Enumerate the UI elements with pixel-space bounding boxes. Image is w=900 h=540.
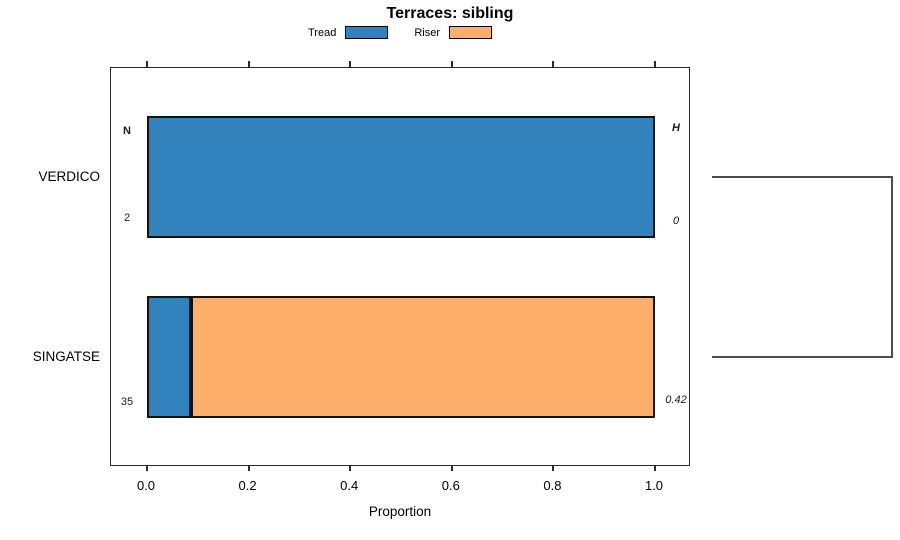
x-tick-mark (654, 465, 656, 471)
stat-value-verdico: 0 (672, 215, 680, 227)
legend-item-tread: Tread (308, 26, 389, 39)
x-tick-label: 0.6 (441, 478, 460, 493)
x-tick-label: 0.0 (136, 478, 156, 493)
x-tick-mark (247, 61, 250, 67)
category-label-singatse: SINGATSE (32, 349, 100, 364)
dendrogram-join (891, 176, 893, 358)
legend-item-riser: Riser (414, 26, 492, 39)
x-tick-mark (247, 465, 250, 471)
x-tick-mark (552, 465, 555, 471)
count-value-singatse: 35 (120, 396, 134, 408)
bar-segment-tread (147, 116, 655, 238)
bar-verdico (147, 116, 655, 238)
x-tick-mark (146, 61, 148, 67)
stat-column-header: H (672, 122, 680, 134)
x-tick-mark (450, 61, 453, 67)
x-axis-title: Proportion (368, 504, 432, 519)
bar-singatse (147, 296, 655, 418)
x-tick-mark (349, 465, 352, 471)
legend-label-tread: Tread (308, 26, 337, 39)
category-label-verdico: VERDICO (38, 169, 100, 184)
bar-segment-tread (147, 296, 191, 418)
stat-value-singatse: 0.42 (665, 394, 687, 406)
x-tick-mark (146, 465, 148, 471)
x-tick-label: 0.4 (340, 478, 359, 493)
legend-swatch-riser (449, 26, 492, 39)
count-value-verdico: 2 (123, 212, 131, 224)
plot-area (110, 61, 690, 471)
chart-title: Terraces: sibling (386, 5, 514, 22)
dendrogram-branch-verdico (712, 176, 893, 178)
x-tick-mark (654, 61, 656, 67)
x-tick-mark (450, 465, 453, 471)
count-column-header: N (123, 125, 131, 137)
bar-segment-riser (190, 296, 655, 418)
x-tick-label: 0.8 (543, 478, 562, 493)
dendrogram-branch-singatse (712, 356, 893, 358)
x-tick-label: 1.0 (644, 478, 664, 493)
x-tick-label: 0.2 (238, 478, 257, 493)
x-axis-tick-labels: 0.0 0.2 0.4 0.6 0.8 1.0 (137, 478, 663, 494)
legend-swatch-tread (345, 26, 389, 39)
x-tick-mark (349, 61, 352, 67)
x-tick-mark (552, 61, 555, 67)
legend-label-riser: Riser (414, 26, 440, 39)
legend: Tread Riser (110, 26, 690, 39)
